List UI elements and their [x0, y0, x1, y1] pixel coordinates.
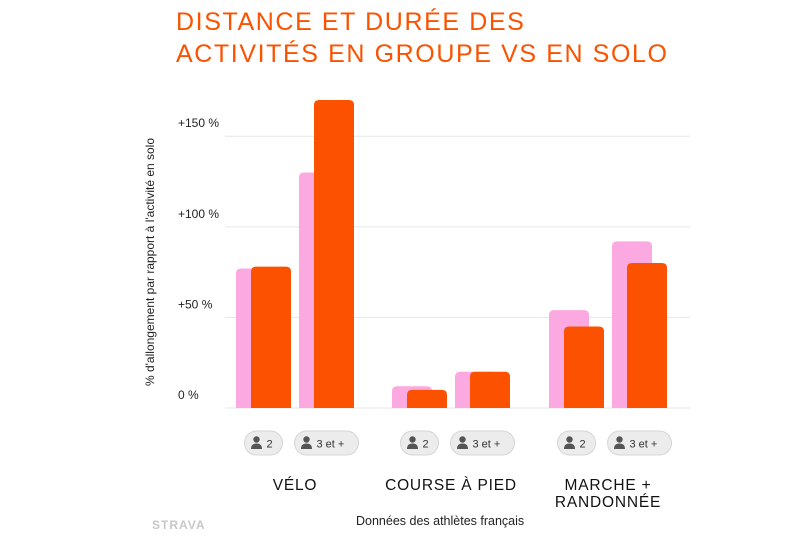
bar-duree: [407, 389, 447, 408]
bar-duree: [470, 371, 510, 408]
subcategory-label: 3 et +: [317, 439, 345, 451]
category-label: MARCHE +: [565, 477, 652, 494]
person-icon-body: [457, 443, 468, 449]
bar-duree: [251, 266, 291, 408]
bar-duree: [564, 326, 604, 408]
category-label: RANDONNÉE: [555, 494, 661, 511]
category-label: VÉLO: [273, 477, 318, 494]
strava-logo: STRAVA: [152, 518, 206, 532]
title-line-1: Distance et durée des: [176, 8, 526, 36]
subcategory-label: 3 et +: [473, 439, 501, 451]
person-icon: [303, 436, 310, 443]
subcategory-label: 2: [267, 439, 273, 451]
title-line-2: activités en groupe vs en solo: [176, 40, 669, 68]
person-icon-body: [251, 443, 262, 449]
y-tick-label: +150 %: [178, 116, 219, 130]
subcategory-pill: [400, 430, 439, 456]
subcategory-pill: [244, 430, 283, 456]
y-tick-label: +50 %: [178, 297, 213, 311]
person-icon: [253, 436, 260, 443]
person-icon: [566, 436, 573, 443]
y-tick-label: 0 %: [178, 388, 199, 402]
footer-note: Données des athlètes français: [356, 514, 525, 528]
person-icon-body: [564, 443, 575, 449]
subcategory-pill: [557, 430, 596, 456]
chart-title: Distance et durée des activités en group…: [176, 6, 776, 70]
bar-duree: [314, 100, 354, 408]
person-icon: [616, 436, 623, 443]
y-tick-label: +100 %: [178, 207, 219, 221]
person-icon-body: [614, 443, 625, 449]
subcategory-label: 2: [423, 439, 429, 451]
bar-duree: [627, 263, 667, 408]
person-icon-body: [407, 443, 418, 449]
category-label: COURSE À PIED: [385, 477, 517, 494]
person-icon: [459, 436, 466, 443]
subcategory-label: 2: [580, 439, 586, 451]
person-icon: [409, 436, 416, 443]
person-icon-body: [301, 443, 312, 449]
subcategory-label: 3 et +: [630, 439, 658, 451]
